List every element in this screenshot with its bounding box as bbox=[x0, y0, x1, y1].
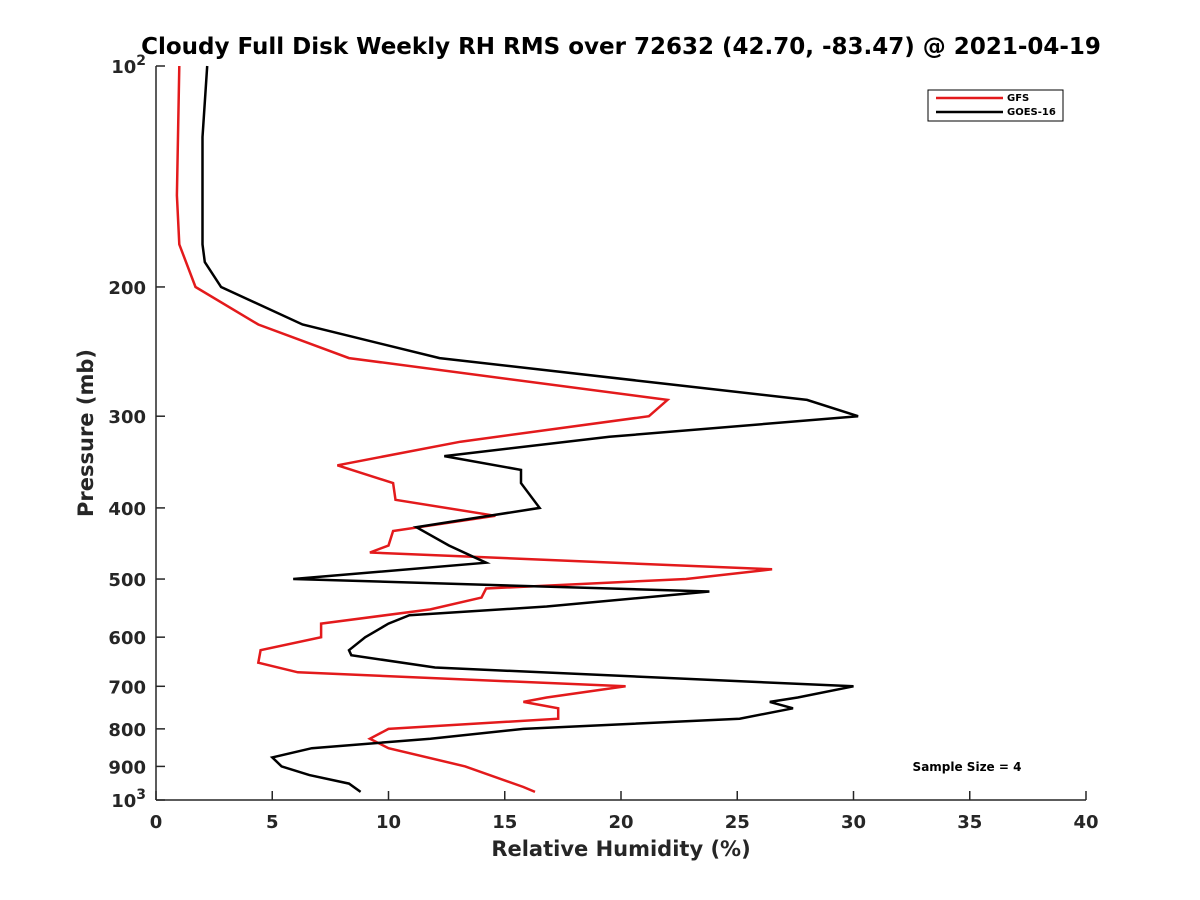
y-tick-label: 400 bbox=[108, 499, 146, 520]
y-tick-label: 700 bbox=[108, 677, 146, 698]
x-tick-label: 10 bbox=[376, 812, 401, 833]
x-tick-label: 0 bbox=[150, 812, 163, 833]
legend: GFS GOES-16 bbox=[927, 89, 1064, 122]
x-tick-label: 15 bbox=[492, 812, 517, 833]
legend-label-gfs: GFS bbox=[1007, 93, 1029, 104]
x-tick-label: 25 bbox=[725, 812, 750, 833]
legend-box bbox=[927, 89, 1064, 122]
y-tick-label: 200 bbox=[108, 278, 146, 299]
x-tick-label: 35 bbox=[957, 812, 982, 833]
sample-size-annotation: Sample Size = 4 bbox=[913, 760, 1022, 774]
y-tick-label: 800 bbox=[108, 720, 146, 741]
y-tick-label: 900 bbox=[108, 757, 146, 778]
x-axis-label: Relative Humidity (%) bbox=[491, 837, 750, 861]
y-axis-label: Pressure (mb) bbox=[74, 349, 98, 517]
x-tick-label: 5 bbox=[266, 812, 279, 833]
legend-label-goes16: GOES-16 bbox=[1007, 107, 1056, 118]
series-line-goes16 bbox=[201, 65, 859, 793]
x-tick-label: 30 bbox=[841, 812, 866, 833]
series-layer bbox=[175, 65, 859, 794]
plot-area bbox=[156, 66, 1086, 800]
x-tick-label: 40 bbox=[1073, 812, 1098, 833]
chart-title: Cloudy Full Disk Weekly RH RMS over 7263… bbox=[141, 34, 1101, 60]
y-tick-label: 500 bbox=[108, 570, 146, 591]
x-ticks: 0 5 10 15 20 25 30 35 40 bbox=[150, 791, 1099, 833]
series-line-gfs bbox=[175, 65, 773, 794]
y-tick-label: 600 bbox=[108, 628, 146, 649]
x-tick-label: 20 bbox=[608, 812, 633, 833]
y-tick-label: 300 bbox=[108, 407, 146, 428]
